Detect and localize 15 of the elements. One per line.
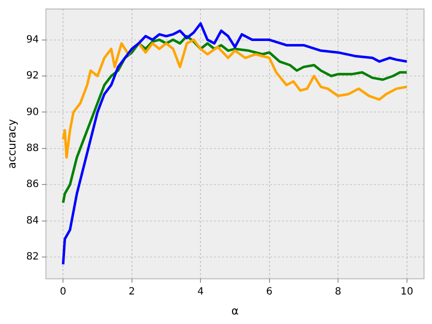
y-tick-label: 92 bbox=[26, 70, 39, 82]
x-tick-label: 8 bbox=[334, 286, 342, 298]
y-tick-label: 86 bbox=[26, 179, 39, 190]
y-axis-title: accuracy bbox=[5, 118, 18, 169]
x-tick-label: 2 bbox=[128, 286, 136, 298]
y-tick-label: 90 bbox=[26, 106, 39, 118]
x-tick-label: 6 bbox=[266, 286, 273, 298]
x-tick-label: 4 bbox=[197, 286, 204, 298]
y-tick-label: 94 bbox=[26, 34, 39, 46]
y-tick-label: 82 bbox=[26, 252, 39, 263]
y-tick-label: 84 bbox=[26, 215, 39, 226]
x-tick-label: 10 bbox=[400, 286, 414, 298]
x-axis-title: α bbox=[231, 304, 239, 318]
x-tick-label: 0 bbox=[60, 286, 66, 298]
y-tick-label: 88 bbox=[26, 143, 39, 154]
